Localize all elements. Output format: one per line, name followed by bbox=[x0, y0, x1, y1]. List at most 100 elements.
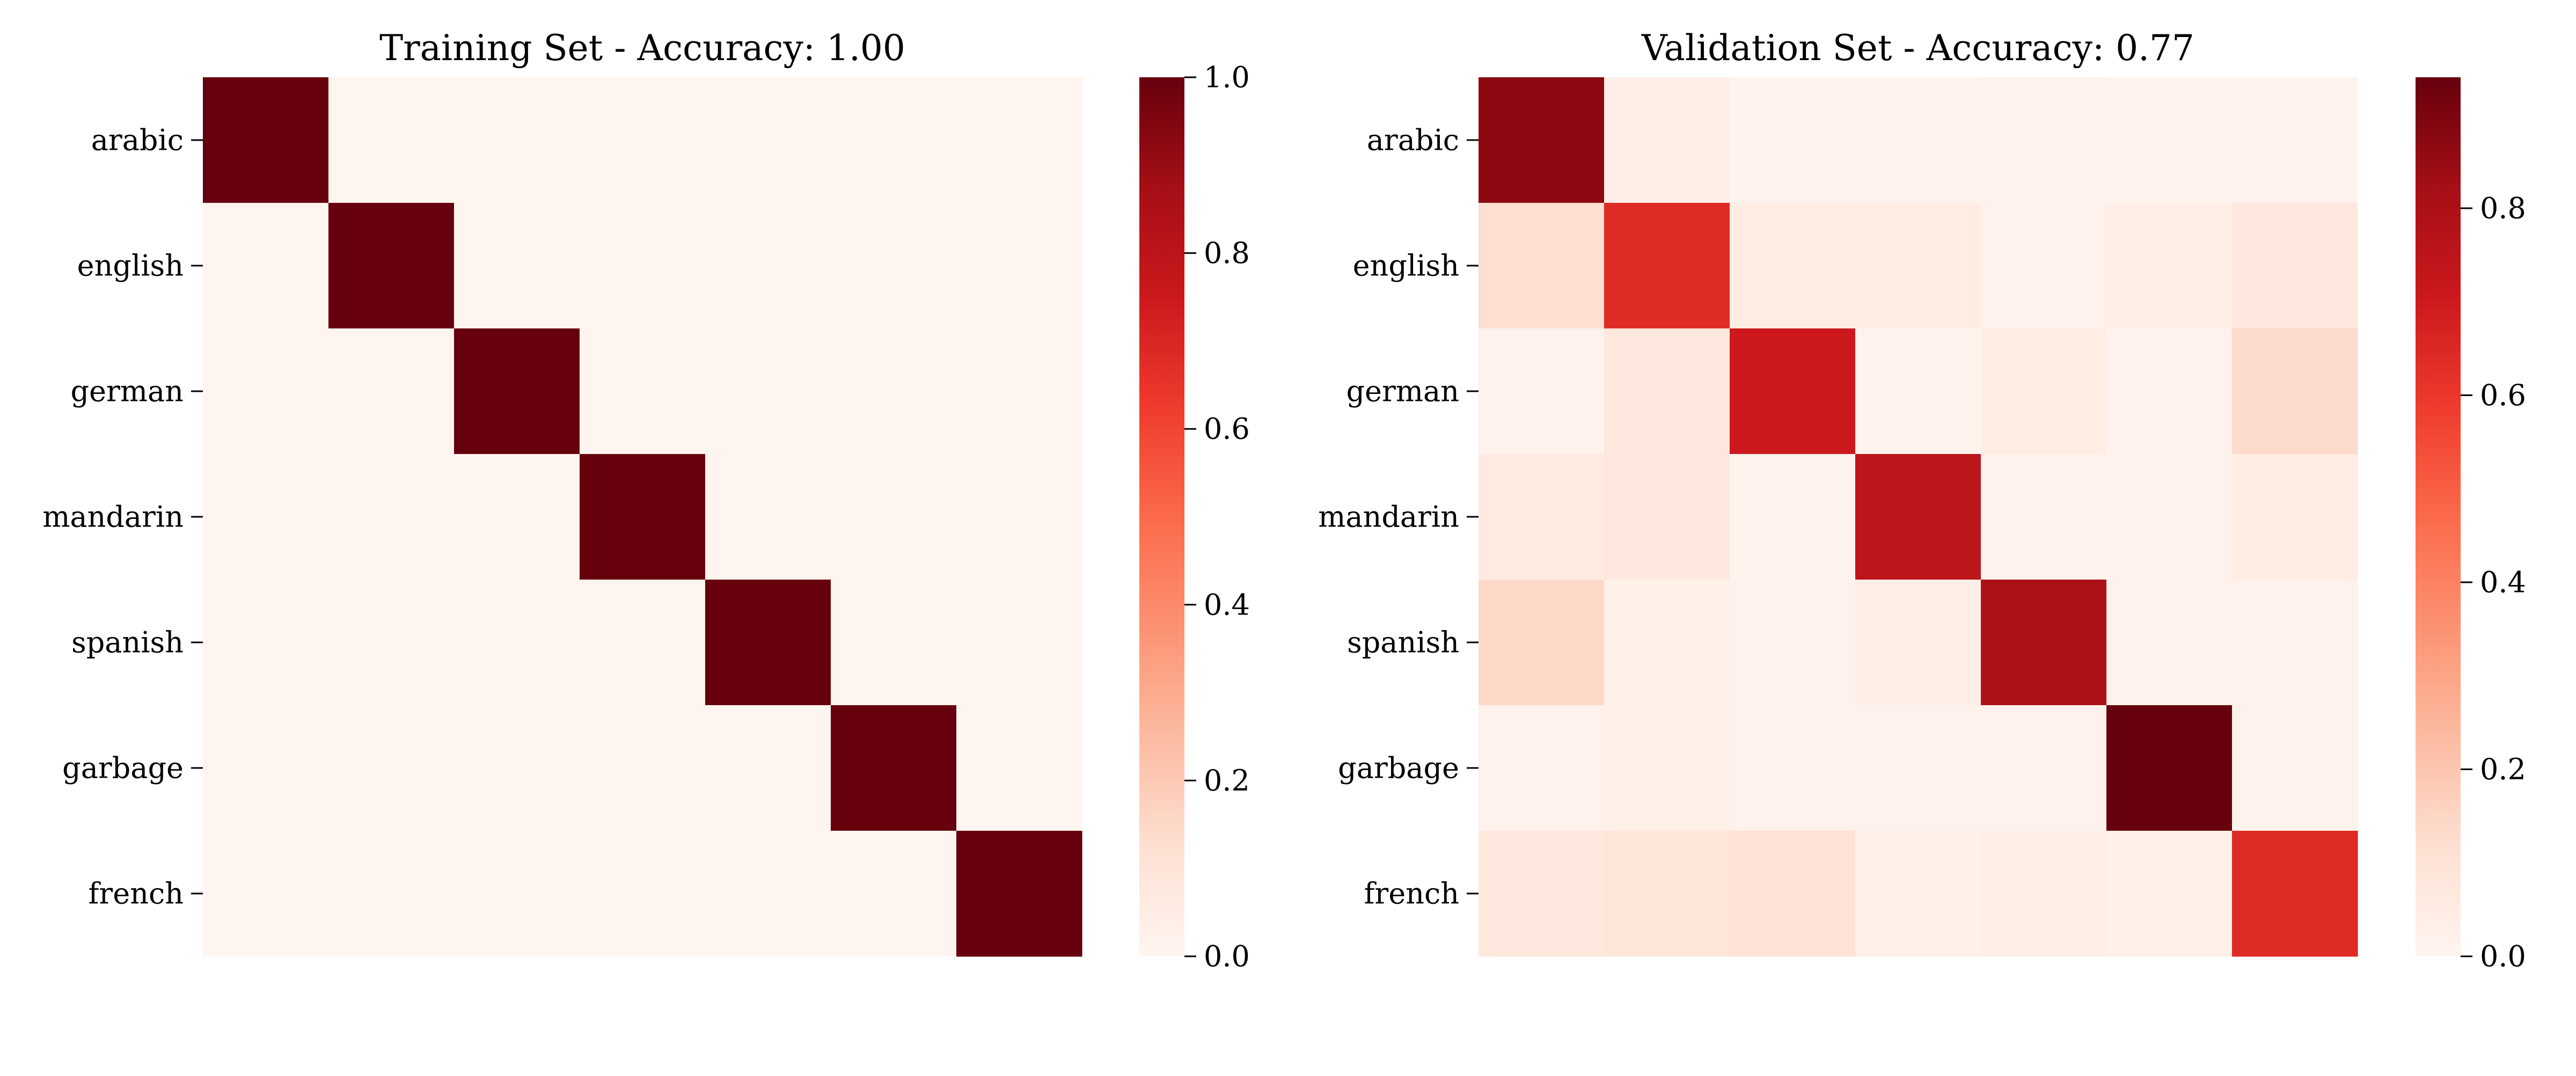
heatmap-cell bbox=[1479, 831, 1605, 957]
heatmap-cell bbox=[328, 203, 455, 329]
heatmap-cell bbox=[580, 831, 706, 957]
heatmap-cell bbox=[2106, 328, 2233, 455]
heatmap-cell bbox=[203, 454, 329, 580]
heatmap-cell bbox=[580, 77, 706, 203]
heatmap-cell bbox=[2106, 203, 2233, 329]
heatmap-cell bbox=[1604, 580, 1730, 706]
heatmap-cell bbox=[831, 705, 957, 831]
heatmap-cell bbox=[1730, 203, 1856, 329]
y-tick-label: french bbox=[1364, 877, 1459, 911]
heatmap-cell bbox=[831, 580, 957, 706]
heatmap-cell bbox=[1604, 328, 1730, 455]
heatmap-cell bbox=[831, 77, 957, 203]
heatmap-cell bbox=[705, 203, 831, 329]
heatmap-cell bbox=[2106, 454, 2233, 580]
heatmap-cell bbox=[1730, 77, 1856, 203]
heatmap-cell bbox=[2232, 454, 2358, 580]
heatmap-cell bbox=[1604, 705, 1730, 831]
chart-title: Validation Set - Accuracy: 0.77 bbox=[1641, 27, 2194, 69]
heatmap-panel-1: Training Set - Accuracy: 1.00 arabic engli… bbox=[42, 27, 1250, 973]
heatmap-cell bbox=[1981, 831, 2107, 957]
heatmap-cell bbox=[328, 328, 455, 455]
heatmap-cell bbox=[328, 580, 455, 706]
heatmap-cell bbox=[580, 454, 706, 580]
heatmap-cell bbox=[1479, 454, 1605, 580]
heatmap-cell bbox=[956, 580, 1082, 706]
heatmap-cell bbox=[328, 831, 455, 957]
heatmap-cell bbox=[1730, 454, 1856, 580]
colorbar-tick-label: 0.4 bbox=[1204, 588, 1250, 621]
heatmap-cell bbox=[2232, 580, 2358, 706]
heatmap-cell bbox=[1855, 77, 1981, 203]
heatmap-cell bbox=[454, 454, 580, 580]
heatmap-cell bbox=[2106, 831, 2233, 957]
heatmap-cell bbox=[1604, 831, 1730, 957]
heatmap-cell bbox=[2232, 831, 2358, 957]
heatmap-cell bbox=[956, 454, 1082, 580]
y-tick-label: english bbox=[77, 249, 184, 283]
heatmap-cell bbox=[2106, 77, 2233, 203]
y-tick-label: spanish bbox=[1347, 626, 1459, 660]
heatmap-cell bbox=[454, 203, 580, 329]
heatmap-cell bbox=[1855, 831, 1981, 957]
y-tick-label: spanish bbox=[71, 626, 184, 660]
heatmap-cell bbox=[203, 203, 329, 329]
heatmap-cell bbox=[1479, 77, 1605, 203]
colorbar-tick-label: 0.0 bbox=[2480, 940, 2526, 973]
heatmap-cell bbox=[454, 328, 580, 455]
colorbar bbox=[2416, 77, 2461, 956]
heatmap-cell bbox=[2232, 77, 2358, 203]
heatmap-cell bbox=[1981, 705, 2107, 831]
heatmap-cell bbox=[1981, 580, 2107, 706]
heatmap-cell bbox=[956, 77, 1082, 203]
y-tick-label: french bbox=[88, 877, 184, 911]
heatmap-cell bbox=[1604, 454, 1730, 580]
heatmap-cell bbox=[203, 328, 329, 455]
colorbar-tick-label: 0.4 bbox=[2480, 565, 2526, 599]
colorbar-tick-label: 0.8 bbox=[1204, 236, 1250, 270]
heatmap-cell bbox=[1730, 328, 1856, 455]
heatmap-cell bbox=[705, 705, 831, 831]
heatmap-cell bbox=[705, 831, 831, 957]
heatmap-cell bbox=[203, 580, 329, 706]
heatmap-cell bbox=[831, 454, 957, 580]
colorbar-tick-label: 1.0 bbox=[1204, 61, 1250, 94]
y-tick-label: mandarin bbox=[42, 500, 184, 534]
heatmap-cell bbox=[1479, 203, 1605, 329]
y-tick-label: arabic bbox=[91, 123, 184, 157]
heatmap-cell bbox=[1479, 705, 1605, 831]
heatmap-cell bbox=[705, 328, 831, 455]
heatmap-cell bbox=[1604, 203, 1730, 329]
heatmap-cell bbox=[203, 831, 329, 957]
heatmap-cell bbox=[454, 77, 580, 203]
y-tick-label: mandarin bbox=[1318, 500, 1459, 534]
heatmap-cell bbox=[1730, 831, 1856, 957]
heatmap-cell bbox=[580, 705, 706, 831]
y-tick-label: garbage bbox=[1338, 751, 1459, 785]
heatmap-cell bbox=[956, 328, 1082, 455]
heatmap-cell bbox=[1855, 328, 1981, 455]
heatmap-cell bbox=[1981, 203, 2107, 329]
heatmap-cell bbox=[956, 203, 1082, 329]
y-tick-label: german bbox=[1346, 375, 1459, 408]
heatmap-panel-2: Validation Set - Accuracy: 0.77 arabic eng… bbox=[1318, 27, 2526, 973]
y-tick-label: german bbox=[70, 375, 184, 408]
colorbar-tick-label: 0.6 bbox=[1204, 412, 1250, 446]
heatmap-cell bbox=[1981, 77, 2107, 203]
y-tick-label: garbage bbox=[62, 751, 184, 785]
heatmap-cell bbox=[1479, 328, 1605, 455]
heatmap-cell bbox=[1730, 580, 1856, 706]
heatmap-cell bbox=[956, 705, 1082, 831]
colorbar-tick-label: 0.8 bbox=[2480, 191, 2526, 225]
colorbar-tick-label: 0.0 bbox=[1204, 940, 1250, 973]
y-tick-label: arabic bbox=[1367, 123, 1459, 157]
colorbar bbox=[1139, 77, 1184, 956]
heatmap-cell bbox=[956, 831, 1082, 957]
heatmap-cell bbox=[2232, 328, 2358, 455]
heatmap-cell bbox=[1981, 328, 2107, 455]
heatmap-cell bbox=[1604, 77, 1730, 203]
heatmap-cell bbox=[203, 705, 329, 831]
heatmap-cell bbox=[328, 454, 455, 580]
